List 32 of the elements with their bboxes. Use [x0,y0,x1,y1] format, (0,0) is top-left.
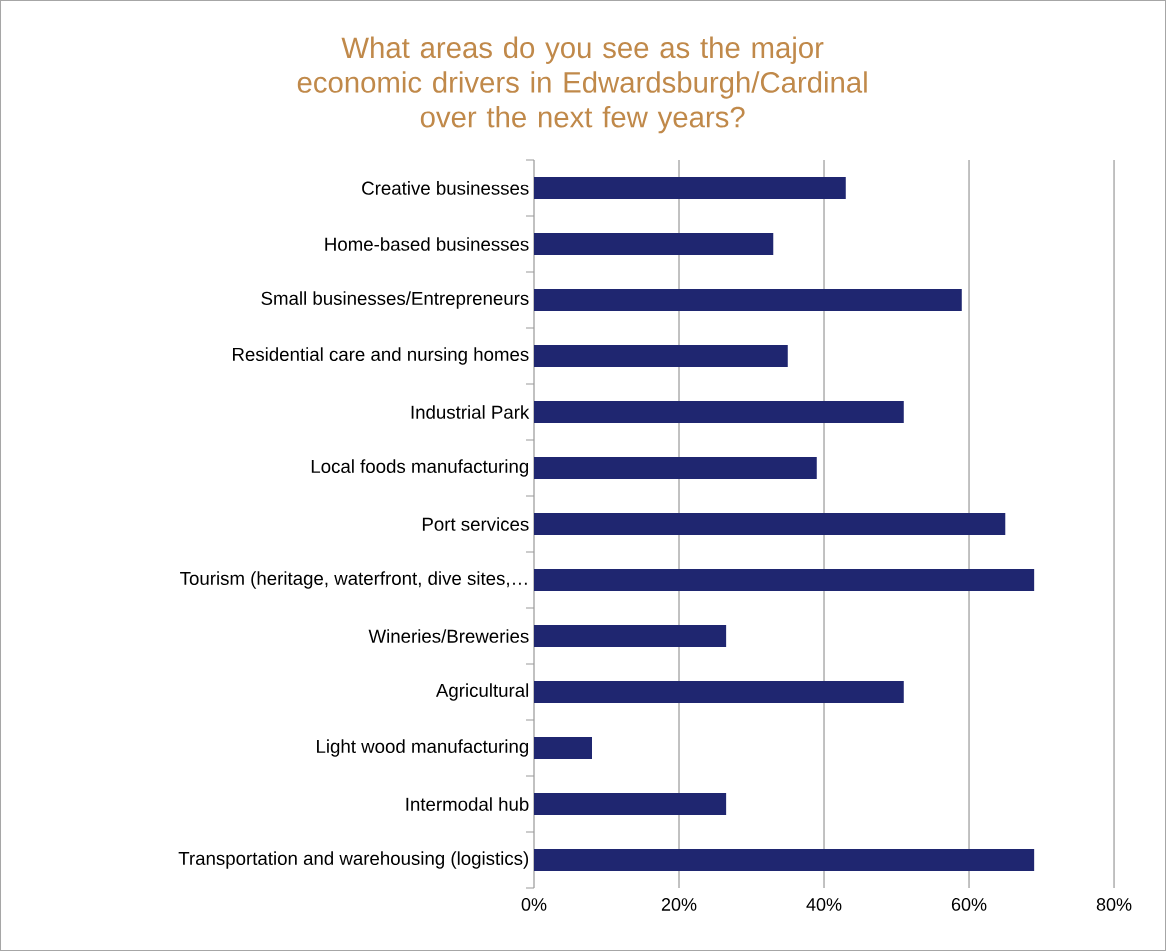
x-tick-label: 80% [1096,898,1132,911]
x-tick-label: 0% [521,898,547,911]
y-tick-label: Small businesses/Entrepreneurs [261,291,529,309]
bar [534,625,727,648]
bar [534,288,962,311]
y-tick-label: Industrial Park [411,405,530,419]
x-tick-label: 60% [951,898,987,911]
y-tick-label: Wineries/Breweries [368,629,529,643]
bar [534,849,1035,872]
x-tick-label: 40% [806,898,842,911]
y-tick-label: Agricultural [435,683,529,701]
chart-title: What areas do you see as the major economic drivers in Edwardsburgh/Cardinal over the next few years? [297,36,867,134]
bar [534,401,904,423]
y-tick-label: Creative businesses [362,181,529,195]
y-tick-label: Intermodal hub [406,797,529,811]
y-tick-label: Light wood manufacturing [317,739,529,757]
y-tick-label: Tourism (heritage, waterfront, dive sites,… [180,571,527,589]
bar [534,176,846,199]
bar [534,569,1035,592]
bar [534,344,788,367]
bar [534,513,1006,535]
y-tick-label: Home-based businesses [325,237,529,251]
y-tick-label: Port services [422,517,529,531]
bar [534,793,727,816]
y-tick-label: Residential care and nursing homes [233,347,529,365]
bar [534,457,817,479]
x-tick-label: 20% [661,898,697,911]
y-tick-label: Transportation and warehousing (logistics) [178,851,529,869]
bar [534,681,904,704]
bar [534,232,774,255]
bar [534,737,592,760]
y-tick-label: Local foods manufacturing [311,459,529,477]
